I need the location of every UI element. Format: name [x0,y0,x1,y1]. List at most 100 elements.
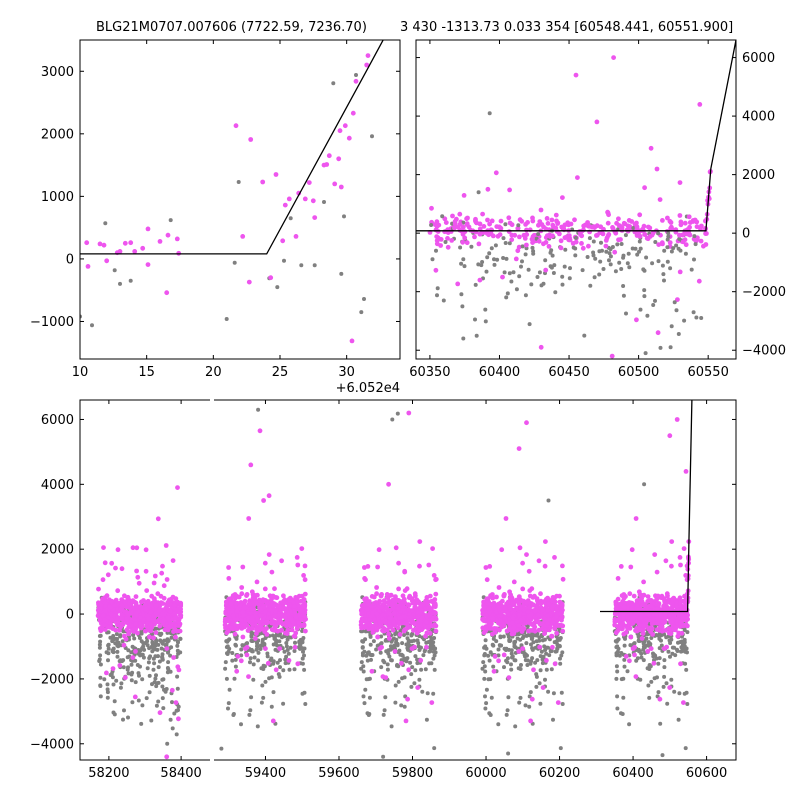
data-point [405,656,410,661]
data-point [438,237,444,242]
data-point [535,275,540,279]
data-point [98,639,103,644]
data-point [277,674,282,679]
data-point [367,695,372,700]
data-point [406,595,412,601]
data-point [369,657,373,662]
data-point [490,616,496,621]
data-point [161,706,166,711]
data-point [240,643,245,648]
data-point [121,665,126,670]
data-point [673,653,678,658]
data-point [431,602,437,608]
data-point [374,626,380,631]
data-point [381,598,387,604]
data-point [657,646,662,651]
data-point [118,634,123,639]
data-point [498,218,504,224]
data-point [142,647,147,652]
data-point [358,619,364,625]
data-point [483,319,488,324]
data-point [623,233,628,238]
data-point [124,627,130,633]
data-point [434,234,440,240]
data-point [503,241,508,245]
data-point [129,678,134,683]
data-point [160,641,165,646]
data-point [474,220,479,226]
data-point [566,233,572,239]
data-point [109,598,115,604]
data-point [125,594,131,600]
data-point [265,651,270,656]
data-point [284,641,289,645]
data-point [427,649,432,654]
data-point [285,612,291,618]
data-point [488,602,494,607]
data-point [128,240,134,246]
data-point [507,271,512,276]
data-point [164,646,170,651]
data-point [559,623,564,628]
data-point [263,636,268,640]
data-point [506,695,511,700]
data-point [683,242,689,248]
data-point [349,338,355,344]
data-point [433,646,438,651]
data-point [530,647,535,652]
data-point [399,660,404,666]
data-point [485,255,490,260]
data-point [270,602,275,608]
data-point [440,214,445,219]
data-point [390,417,395,422]
data-point [365,602,371,607]
data-point [672,300,677,305]
data-point [251,662,256,667]
data-point [102,677,107,682]
data-point [491,626,497,632]
data-point [301,649,305,654]
data-point [154,681,159,686]
data-point [558,661,563,666]
data-point [480,666,485,671]
data-point [677,213,683,218]
data-point [175,485,180,490]
data-point [122,599,128,605]
data-point [435,293,439,298]
data-point [514,627,520,633]
data-point [575,175,580,181]
data-point [223,599,229,605]
data-point [647,667,652,671]
data-point [593,256,598,261]
data-point [514,287,519,292]
data-point [543,648,548,652]
data-point [507,589,512,595]
data-point [353,78,359,84]
data-point [549,598,555,604]
data-point [568,266,572,271]
data-point [549,667,554,672]
data-point [506,751,511,756]
data-point [144,588,150,593]
data-point [643,351,648,356]
data-point [563,247,568,252]
data-point [277,639,282,644]
data-point [157,623,163,629]
data-point [424,640,429,645]
data-point [405,696,410,702]
data-point [519,264,523,269]
data-point [419,667,424,672]
data-point [365,53,371,58]
data-point [249,634,254,639]
data-point [607,258,611,263]
data-point [514,597,520,603]
data-point [409,646,415,651]
data-point [404,586,410,592]
data-point [509,237,515,243]
data-point [155,591,161,597]
data-point [297,613,303,619]
data-point [378,650,383,655]
data-point [408,617,414,623]
data-point [251,677,256,682]
data-point [638,307,643,312]
